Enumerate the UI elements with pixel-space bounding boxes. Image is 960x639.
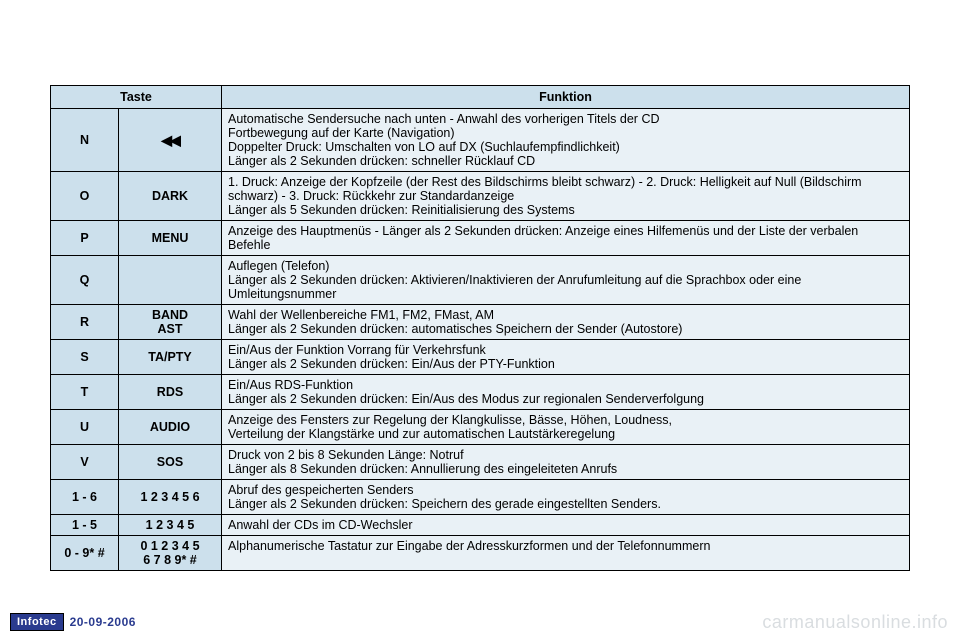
function-cell: Alphanumerische Tastatur zur Eingabe der… (222, 536, 910, 571)
key-cell: 1 - 6 (51, 480, 119, 515)
label-cell: DARK (119, 172, 222, 221)
label-cell: RDS (119, 375, 222, 410)
key-cell: R (51, 305, 119, 340)
header-taste: Taste (51, 86, 222, 109)
table-row: N◀◀Automatische Sendersuche nach unten -… (51, 109, 910, 172)
function-cell: 1. Druck: Anzeige der Kopfzeile (der Res… (222, 172, 910, 221)
table-row: 1 - 51 2 3 4 5Anwahl der CDs im CD-Wechs… (51, 515, 910, 536)
function-cell: Abruf des gespeicherten SendersLänger al… (222, 480, 910, 515)
table-row: ODARK1. Druck: Anzeige der Kopfzeile (de… (51, 172, 910, 221)
footer: Infotec 20-09-2006 (10, 613, 136, 631)
label-cell: AUDIO (119, 410, 222, 445)
function-cell: Druck von 2 bis 8 Sekunden Länge: Notruf… (222, 445, 910, 480)
table-row: VSOSDruck von 2 bis 8 Sekunden Länge: No… (51, 445, 910, 480)
table-row: TRDSEin/Aus RDS-FunktionLänger als 2 Sek… (51, 375, 910, 410)
table-row: RBANDASTWahl der Wellenbereiche FM1, FM2… (51, 305, 910, 340)
label-cell: BANDAST (119, 305, 222, 340)
function-cell: Ein/Aus der Funktion Vorrang für Verkehr… (222, 340, 910, 375)
key-cell: 1 - 5 (51, 515, 119, 536)
label-cell: SOS (119, 445, 222, 480)
label-cell: ◀◀ (119, 109, 222, 172)
key-cell: T (51, 375, 119, 410)
table-row: STA/PTYEin/Aus der Funktion Vorrang für … (51, 340, 910, 375)
function-cell: Wahl der Wellenbereiche FM1, FM2, FMast,… (222, 305, 910, 340)
function-cell: Anzeige des Hauptmenüs - Länger als 2 Se… (222, 221, 910, 256)
footer-date: 20-09-2006 (70, 615, 136, 629)
label-cell: 1 2 3 4 5 6 (119, 480, 222, 515)
key-cell: Q (51, 256, 119, 305)
function-cell: Anwahl der CDs im CD-Wechsler (222, 515, 910, 536)
watermark: carmanualsonline.info (762, 612, 948, 633)
label-cell: 1 2 3 4 5 (119, 515, 222, 536)
key-cell: O (51, 172, 119, 221)
key-cell: P (51, 221, 119, 256)
function-table: Taste Funktion N◀◀Automatische Sendersuc… (50, 85, 910, 571)
header-funktion: Funktion (222, 86, 910, 109)
function-cell: Ein/Aus RDS-FunktionLänger als 2 Sekunde… (222, 375, 910, 410)
page: Taste Funktion N◀◀Automatische Sendersuc… (0, 0, 960, 639)
key-cell: S (51, 340, 119, 375)
key-cell: V (51, 445, 119, 480)
label-cell: 0 1 2 3 4 56 7 8 9* # (119, 536, 222, 571)
function-cell: Automatische Sendersuche nach unten - An… (222, 109, 910, 172)
label-cell: MENU (119, 221, 222, 256)
table-row: Q Auflegen (Telefon)Länger als 2 Sekunden… (51, 256, 910, 305)
key-cell: U (51, 410, 119, 445)
key-cell: 0 - 9* # (51, 536, 119, 571)
table-row: 1 - 61 2 3 4 5 6Abruf des gespeicherten … (51, 480, 910, 515)
table-row: PMENUAnzeige des Hauptmenüs - Länger als… (51, 221, 910, 256)
label-cell: TA/PTY (119, 340, 222, 375)
label-cell (119, 256, 222, 305)
infotec-badge: Infotec (10, 613, 64, 631)
table-row: UAUDIOAnzeige des Fensters zur Regelung … (51, 410, 910, 445)
table-row: 0 - 9* #0 1 2 3 4 56 7 8 9* #Alphanumeri… (51, 536, 910, 571)
function-cell: Auflegen (Telefon)Länger als 2 Sekunden … (222, 256, 910, 305)
function-cell: Anzeige des Fensters zur Regelung der Kl… (222, 410, 910, 445)
key-cell: N (51, 109, 119, 172)
